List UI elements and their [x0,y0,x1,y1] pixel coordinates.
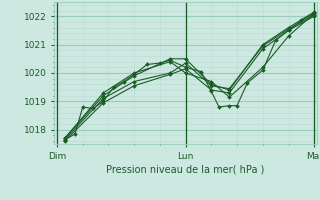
X-axis label: Pression niveau de la mer( hPa ): Pression niveau de la mer( hPa ) [107,165,265,175]
